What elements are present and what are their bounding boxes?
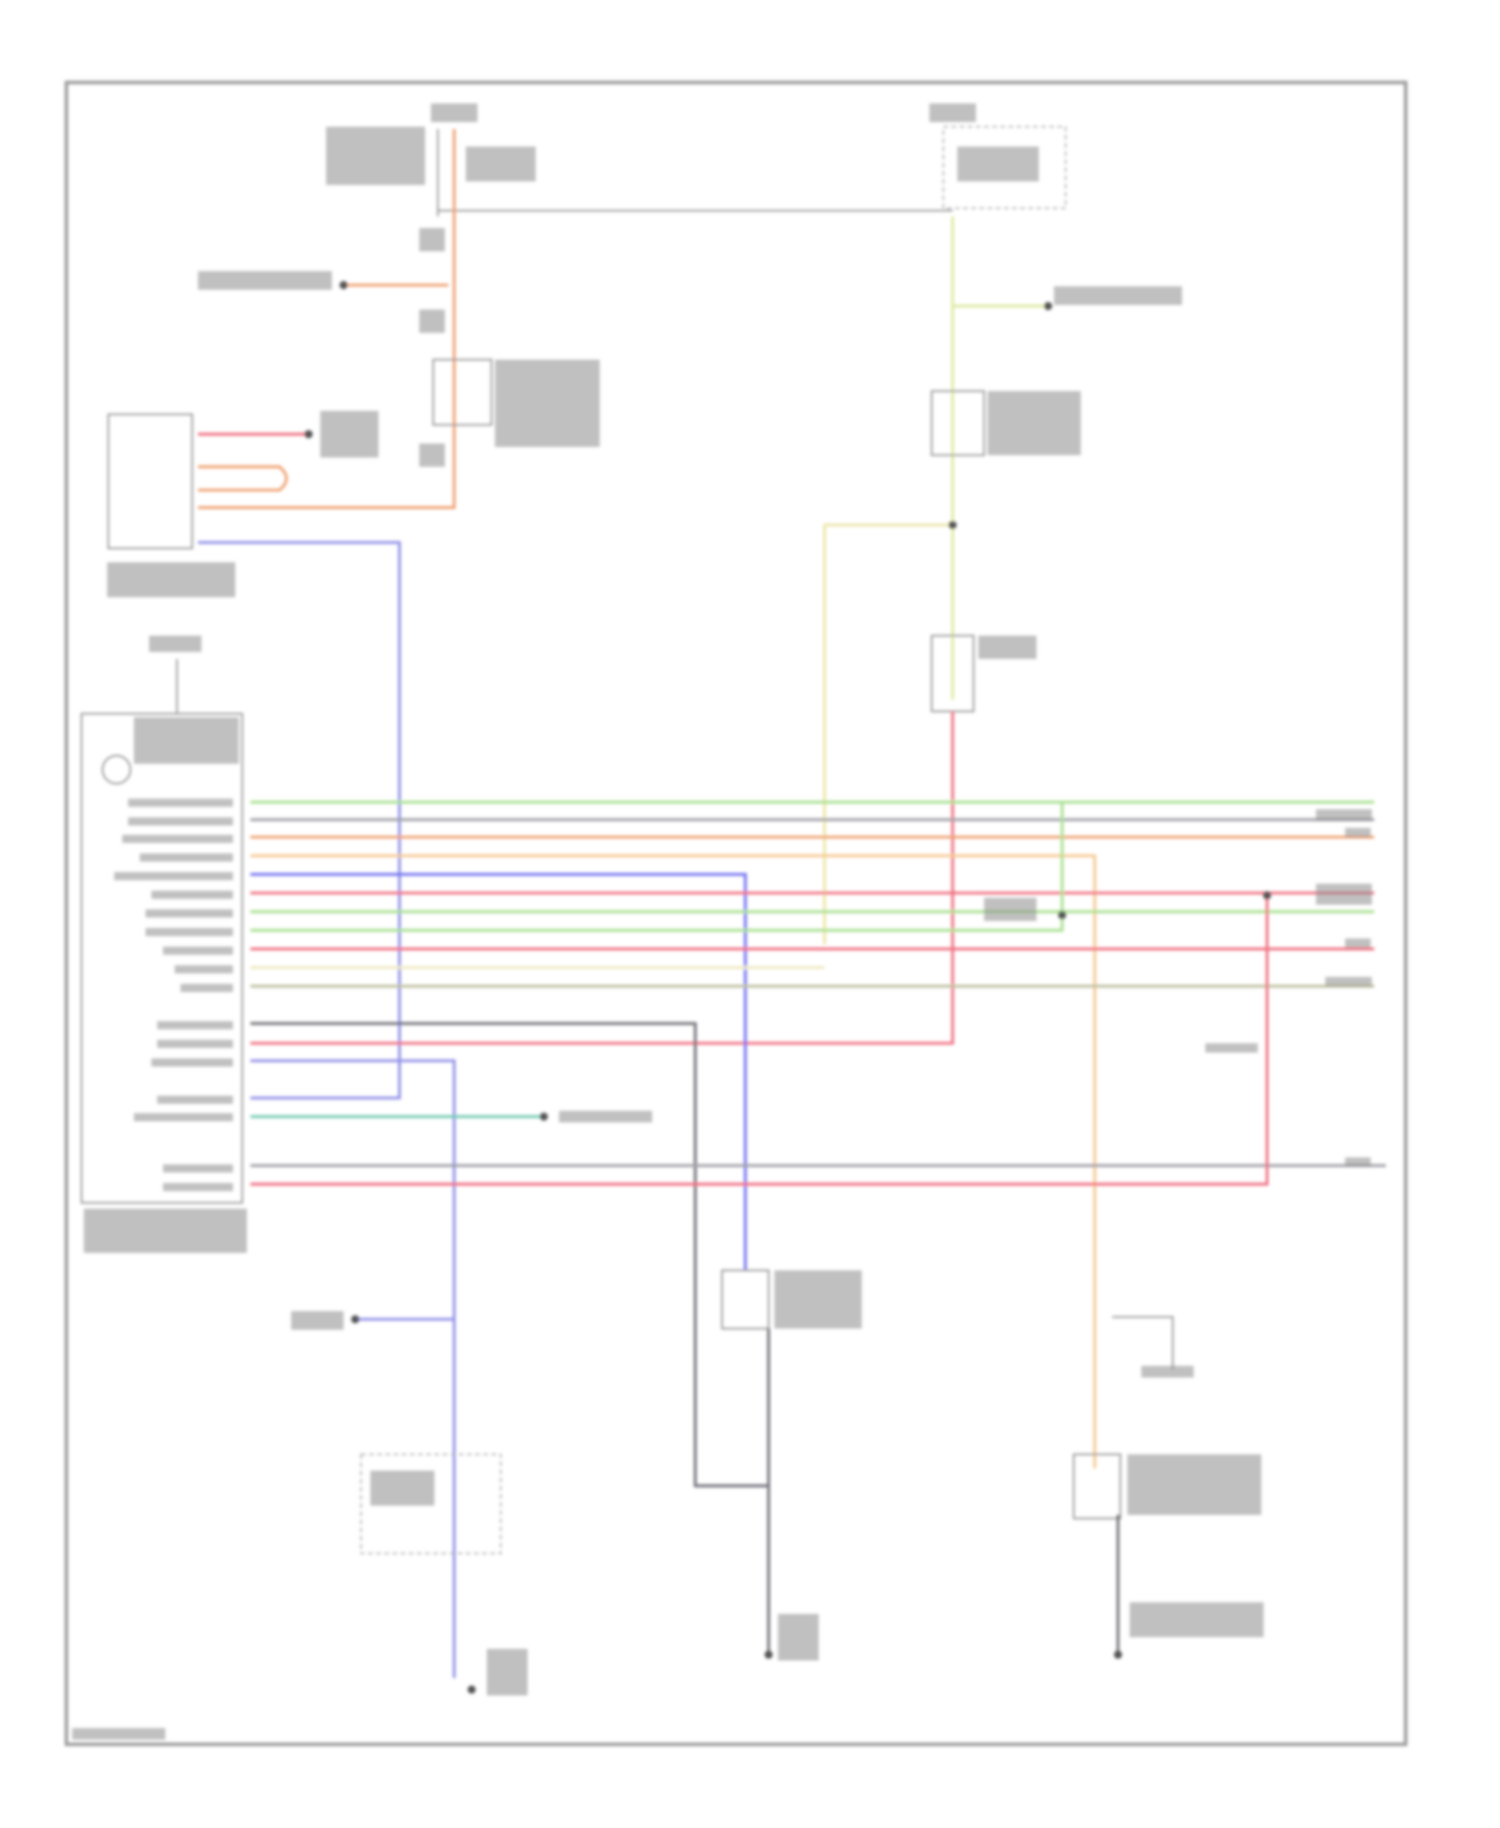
wire-light-orange [250,854,1097,1469]
fuse-block-right [929,103,1067,210]
wire-orange-loop [197,465,288,492]
relay-left [432,358,493,426]
wire-green-3 [250,802,1064,932]
switch-assembly [107,413,194,550]
wire-violet-2 [250,1059,456,1678]
control-module [80,712,244,1204]
module-pin-labels [114,798,233,1192]
wire-yellow [823,523,953,945]
wire-dark-gray [250,1022,769,1488]
fuse-block-left [326,103,953,217]
ground-point [339,281,348,290]
switch-bottom-middle [721,1269,770,1330]
diagram-border [64,80,1408,1747]
switch-bottom-right [1072,1453,1122,1520]
wire-orange-main [197,129,456,509]
wire-blue [250,873,747,1271]
wire-red-3 [250,893,1269,1186]
switch-bottom-left [360,1453,502,1555]
relay-right [930,390,985,457]
wire-red-riser [250,711,955,1045]
